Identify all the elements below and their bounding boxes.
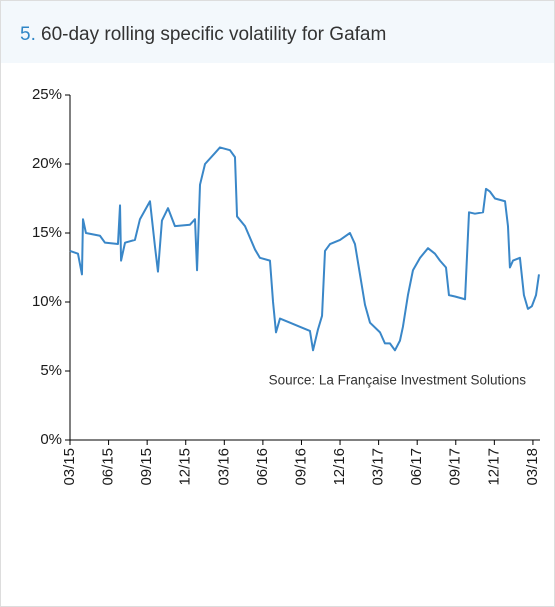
y-tick-label: 5% <box>40 362 62 379</box>
x-tick-label: 06/16 <box>254 448 271 486</box>
x-tick-label: 12/17 <box>485 448 502 486</box>
series-line <box>69 146 540 352</box>
x-tick-label: 03/15 <box>61 448 78 486</box>
title-band <box>1 1 554 63</box>
x-tick-label: 03/17 <box>370 448 387 486</box>
y-tick-label: 25% <box>32 86 62 103</box>
x-tick-label: 03/16 <box>215 448 232 486</box>
y-tick-label: 15% <box>32 224 62 241</box>
chart-number: 5. <box>20 24 36 45</box>
x-tick-label: 09/17 <box>447 448 464 486</box>
x-tick-label: 06/17 <box>408 448 425 486</box>
y-tick-label: 20% <box>32 155 62 172</box>
x-tick-label: 12/15 <box>177 448 194 486</box>
x-tick-label: 09/16 <box>292 448 309 486</box>
x-tick-label: 09/15 <box>138 448 155 486</box>
x-tick-label: 06/15 <box>100 448 117 486</box>
y-tick-label: 0% <box>40 431 62 448</box>
chart-title: 60-day rolling specific volatility for G… <box>41 24 386 45</box>
annotation: Source: La Française Investment Solution… <box>269 373 527 388</box>
y-tick-label: 10% <box>32 293 62 310</box>
x-tick-label: 12/16 <box>331 448 348 486</box>
x-tick-label: 03/18 <box>524 448 541 486</box>
